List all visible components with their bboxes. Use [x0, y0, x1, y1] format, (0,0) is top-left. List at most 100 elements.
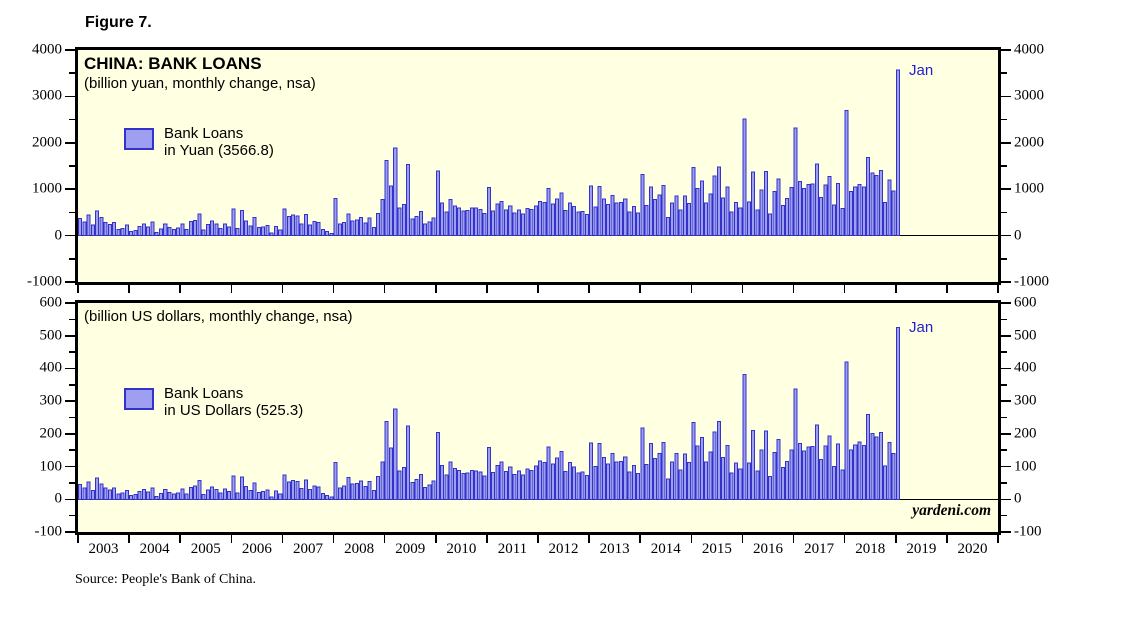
bar	[665, 478, 670, 500]
bar	[99, 217, 104, 237]
bar	[452, 468, 457, 500]
bar	[636, 472, 641, 500]
bar	[848, 449, 853, 500]
x-year-tick	[894, 285, 897, 293]
bar	[503, 209, 508, 237]
y-tick-right	[1001, 142, 1011, 144]
bar	[857, 441, 862, 500]
bar	[312, 220, 317, 237]
bar	[516, 209, 521, 237]
bar	[282, 474, 287, 500]
y-tick-right	[1001, 482, 1007, 484]
bar	[751, 171, 756, 237]
y-tick-right	[1001, 211, 1007, 214]
y-tick-left	[69, 449, 75, 452]
x-axis-year-label: 2009	[395, 541, 426, 557]
bar	[180, 488, 185, 500]
bar	[367, 217, 372, 237]
bar	[380, 199, 385, 237]
y-tick-left	[65, 49, 75, 51]
bar	[516, 470, 521, 500]
figure-number-label: Figure 7.	[85, 14, 152, 31]
x-year-tick	[997, 285, 999, 293]
bar	[674, 195, 679, 237]
x-axis-year-label: 2007	[293, 541, 323, 557]
bar	[806, 446, 811, 500]
bar	[214, 488, 219, 500]
bar	[819, 196, 824, 237]
bar	[883, 202, 888, 237]
bar	[346, 477, 351, 500]
bar	[567, 202, 572, 237]
bar	[461, 473, 466, 500]
x-axis-year-label: 2016	[753, 541, 783, 557]
bar	[137, 490, 142, 500]
bar	[265, 489, 270, 500]
bar	[414, 479, 419, 500]
bars-usd	[78, 326, 998, 500]
bar	[231, 208, 236, 237]
bar	[265, 224, 270, 237]
watermark-yardeni: yardeni.com	[912, 502, 991, 519]
bar	[542, 461, 547, 500]
y-tick-left	[65, 302, 75, 304]
bar	[423, 223, 428, 237]
bar	[491, 210, 496, 237]
bar	[661, 442, 666, 500]
bar	[410, 218, 415, 237]
bar	[325, 494, 330, 500]
bar	[559, 192, 564, 237]
bar	[282, 208, 287, 237]
y-tick-left	[69, 514, 75, 517]
x-year-tick	[894, 535, 897, 543]
bar	[699, 436, 704, 500]
x-axis-year-label: 2018	[855, 541, 886, 557]
bar	[112, 222, 117, 237]
y-tick-left	[65, 465, 75, 468]
bar	[457, 207, 462, 237]
x-axis-year-label: 2011	[497, 541, 528, 557]
bar	[704, 461, 709, 500]
x-year-tick	[434, 285, 437, 293]
y-tick-right	[1001, 258, 1007, 260]
bar	[823, 184, 828, 237]
x-year-tick	[281, 535, 284, 543]
x-year-tick	[588, 535, 590, 543]
x-year-tick	[792, 285, 795, 293]
bar	[133, 494, 138, 500]
bar	[423, 486, 428, 500]
bar	[418, 211, 423, 237]
bar	[521, 213, 526, 237]
bar	[273, 226, 278, 237]
bar	[86, 214, 91, 237]
legend-swatch-icon	[124, 388, 154, 410]
x-year-tick	[179, 285, 182, 293]
panel-usd-bank-loans: (billion US dollars, monthly change, nsa…	[75, 300, 1001, 535]
bar	[269, 496, 274, 500]
bar	[116, 229, 121, 237]
bar	[129, 495, 134, 500]
bar	[716, 166, 721, 237]
bar	[133, 229, 138, 237]
bar	[248, 490, 253, 500]
x-year-tick	[639, 535, 642, 543]
bar	[670, 461, 675, 500]
bar	[222, 488, 227, 500]
bar	[563, 210, 568, 237]
bar	[410, 481, 415, 500]
bar	[559, 451, 564, 500]
bar	[640, 427, 645, 500]
bar	[763, 430, 768, 500]
bar	[614, 202, 619, 237]
bar	[610, 195, 615, 237]
bar	[606, 463, 611, 500]
bar	[627, 471, 632, 500]
bar	[205, 224, 210, 237]
bar	[141, 488, 146, 500]
bar	[508, 205, 513, 237]
x-axis-year-label: 2006	[241, 541, 272, 557]
bar	[180, 223, 185, 237]
bar	[567, 462, 572, 500]
bar	[261, 490, 266, 500]
bar	[167, 491, 172, 500]
